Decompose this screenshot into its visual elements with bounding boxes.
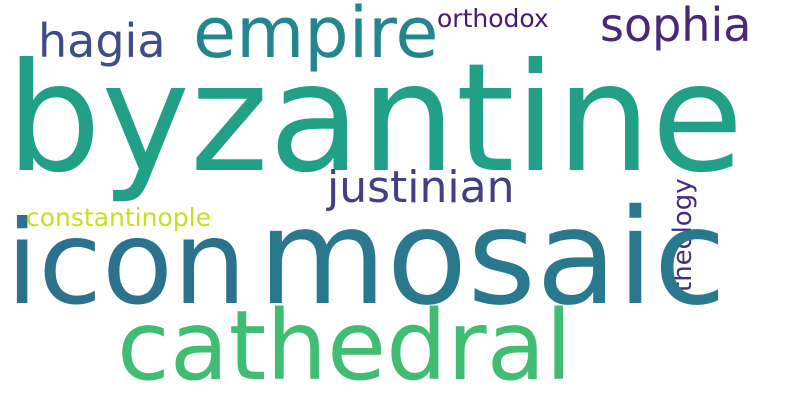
word-cathedral: cathedral — [117, 298, 572, 394]
word-hagia: hagia — [38, 18, 166, 64]
word-orthodox: orthodox — [437, 6, 549, 31]
word-empire: empire — [193, 0, 438, 68]
word-sophia: sophia — [600, 2, 751, 48]
